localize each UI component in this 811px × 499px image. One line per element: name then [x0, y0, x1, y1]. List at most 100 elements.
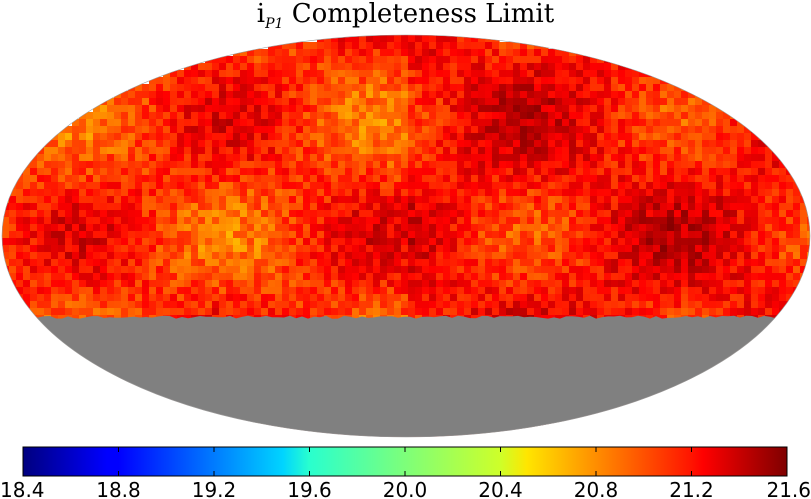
heatmap-cell [555, 266, 563, 274]
heatmap-cell [681, 245, 689, 253]
heatmap-cell [485, 42, 493, 50]
heatmap-cell [499, 280, 507, 288]
heatmap-cell [800, 273, 808, 281]
heatmap-cell [170, 91, 178, 99]
heatmap-cell [702, 301, 710, 309]
heatmap-cell [702, 308, 710, 316]
heatmap-cell [422, 238, 430, 246]
heatmap-cell [492, 133, 500, 141]
heatmap-cell [128, 217, 136, 225]
heatmap-cell [30, 259, 38, 267]
heatmap-cell [198, 119, 206, 127]
heatmap-cell [268, 203, 276, 211]
heatmap-cell [114, 147, 122, 155]
heatmap-cell [205, 175, 213, 183]
heatmap-cell [268, 252, 276, 260]
heatmap-cell [492, 98, 500, 106]
heatmap-cell [156, 154, 164, 162]
heatmap-cell [254, 140, 262, 148]
heatmap-cell [100, 112, 108, 120]
heatmap-cell [457, 161, 465, 169]
heatmap-cell [415, 98, 423, 106]
heatmap-cell [730, 231, 738, 239]
heatmap-cell [86, 133, 94, 141]
heatmap-cell [443, 245, 451, 253]
heatmap-cell [765, 189, 773, 197]
heatmap-cell [303, 154, 311, 162]
heatmap-cell [667, 168, 675, 176]
heatmap-cell [583, 203, 591, 211]
heatmap-cell [324, 259, 332, 267]
heatmap-cell [492, 84, 500, 92]
heatmap-cell [331, 42, 339, 50]
heatmap-cell [478, 308, 486, 316]
heatmap-cell [408, 182, 416, 190]
heatmap-cell [121, 287, 129, 295]
heatmap-cell [303, 280, 311, 288]
heatmap-cell [9, 294, 17, 302]
heatmap-cell [254, 119, 262, 127]
heatmap-cell [429, 245, 437, 253]
heatmap-cell [86, 217, 94, 225]
heatmap-cell [254, 175, 262, 183]
heatmap-cell [282, 266, 290, 274]
heatmap-cell [317, 252, 325, 260]
heatmap-cell [16, 252, 24, 260]
heatmap-cell [492, 280, 500, 288]
heatmap-cell [100, 231, 108, 239]
heatmap-cell [660, 294, 668, 302]
heatmap-cell [303, 308, 311, 316]
heatmap-cell [772, 154, 780, 162]
heatmap-cell [79, 182, 87, 190]
heatmap-cell [674, 287, 682, 295]
heatmap-cell [282, 196, 290, 204]
heatmap-cell [373, 42, 381, 50]
heatmap-cell [247, 133, 255, 141]
heatmap-cell [660, 77, 668, 85]
heatmap-cell [443, 35, 451, 43]
heatmap-cell [338, 77, 346, 85]
heatmap-cell [184, 98, 192, 106]
heatmap-cell [604, 266, 612, 274]
heatmap-cell [520, 273, 528, 281]
heatmap-cell [597, 287, 605, 295]
heatmap-cell [191, 217, 199, 225]
heatmap-cell [114, 308, 122, 316]
heatmap-cell [275, 266, 283, 274]
heatmap-cell [23, 287, 31, 295]
heatmap-cell [65, 210, 73, 218]
heatmap-cell [548, 49, 556, 57]
heatmap-cell [422, 245, 430, 253]
heatmap-cell [44, 287, 52, 295]
heatmap-cell [289, 252, 297, 260]
heatmap-cell [576, 308, 584, 316]
heatmap-cell [541, 49, 549, 57]
heatmap-cell [254, 238, 262, 246]
heatmap-cell [65, 147, 73, 155]
heatmap-cell [23, 238, 31, 246]
heatmap-cell [275, 133, 283, 141]
heatmap-cell [478, 189, 486, 197]
heatmap-cell [233, 56, 241, 64]
heatmap-cell [744, 273, 752, 281]
heatmap-cell [261, 63, 269, 71]
heatmap-cell [597, 147, 605, 155]
heatmap-cell [254, 63, 262, 71]
heatmap-cell [324, 210, 332, 218]
heatmap-cell [415, 56, 423, 64]
heatmap-cell [709, 273, 717, 281]
heatmap-cell [541, 203, 549, 211]
heatmap-cell [408, 35, 416, 43]
heatmap-cell [590, 280, 598, 288]
heatmap-cell [660, 161, 668, 169]
heatmap-cell [562, 112, 570, 120]
heatmap-cell [478, 84, 486, 92]
heatmap-cell [58, 301, 66, 309]
heatmap-cell [793, 203, 801, 211]
heatmap-cell [478, 126, 486, 134]
heatmap-cell [408, 175, 416, 183]
heatmap-cell [576, 266, 584, 274]
heatmap-cell [142, 259, 150, 267]
heatmap-cell [674, 84, 682, 92]
heatmap-cell [562, 308, 570, 316]
